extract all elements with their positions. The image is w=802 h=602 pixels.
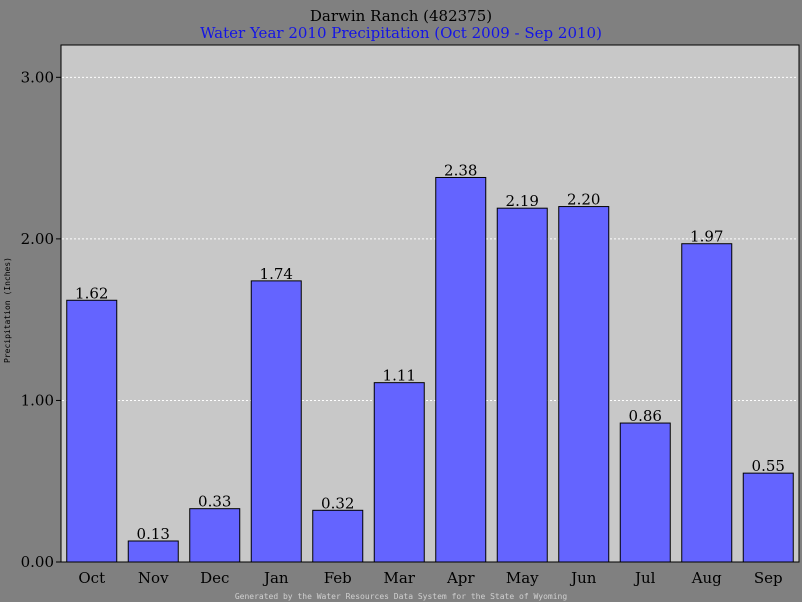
data-label-apr: 2.38 bbox=[444, 161, 477, 179]
label-layer: 1.62 Oct 0.13 Nov 0.33 Dec 1.74 Jan 0.32 Feb 1.11 M… bbox=[75, 161, 785, 587]
data-label-aug: 1.97 bbox=[690, 228, 723, 246]
data-label-nov: 0.13 bbox=[137, 525, 170, 543]
x-tick-label-mar: Mar bbox=[384, 569, 416, 587]
x-tick-label-sep: Sep bbox=[754, 569, 783, 587]
data-label-dec: 0.33 bbox=[198, 493, 231, 511]
data-label-feb: 0.32 bbox=[321, 494, 354, 512]
bar-jun bbox=[558, 206, 610, 563]
x-tick-label-jun: Jun bbox=[569, 569, 597, 587]
bar-oct bbox=[66, 299, 118, 563]
plot-area bbox=[60, 44, 800, 563]
data-label-jan: 1.74 bbox=[260, 265, 293, 283]
y-tick-label: 1.00 bbox=[21, 391, 54, 409]
x-tick-label-aug: Aug bbox=[691, 569, 722, 587]
bar-may bbox=[496, 207, 548, 563]
data-label-oct: 1.62 bbox=[75, 284, 108, 302]
y-tick-label: 2.00 bbox=[21, 230, 54, 248]
x-tick-label-apr: Apr bbox=[446, 569, 475, 587]
bar-feb bbox=[312, 509, 364, 563]
y-tick-label: 3.00 bbox=[21, 68, 54, 86]
chart-subtitle: Water Year 2010 Precipitation (Oct 2009 … bbox=[200, 24, 602, 42]
bar-aug bbox=[681, 243, 733, 563]
bar-apr bbox=[435, 176, 487, 563]
bar-dec bbox=[189, 508, 241, 563]
x-tick-label-nov: Nov bbox=[138, 569, 169, 587]
bar-jul bbox=[619, 422, 671, 563]
y-axis-label: Precipitation (Inches) bbox=[3, 257, 12, 363]
data-label-jul: 0.86 bbox=[629, 407, 662, 425]
footer-credit: Generated by the Water Resources Data Sy… bbox=[235, 592, 568, 601]
x-tick-label-feb: Feb bbox=[324, 569, 352, 587]
bar-nov bbox=[127, 540, 179, 563]
chart-title: Darwin Ranch (482375) bbox=[310, 7, 492, 25]
x-tick-label-jul: Jul bbox=[633, 569, 656, 587]
data-label-may: 2.19 bbox=[506, 192, 539, 210]
grid-layer bbox=[62, 76, 798, 401]
x-tick-label-may: May bbox=[506, 569, 539, 587]
x-tick-label-dec: Dec bbox=[200, 569, 229, 587]
data-label-sep: 0.55 bbox=[752, 457, 785, 475]
x-tick-label-oct: Oct bbox=[78, 569, 105, 587]
y-tick-label: 0.00 bbox=[21, 553, 54, 571]
bar-layer bbox=[66, 176, 794, 563]
data-label-mar: 1.11 bbox=[383, 367, 416, 385]
bar-mar bbox=[373, 382, 425, 563]
bar-sep bbox=[742, 472, 794, 563]
x-tick-label-jan: Jan bbox=[262, 569, 289, 587]
data-label-jun: 2.20 bbox=[567, 191, 600, 209]
bar-jan bbox=[250, 280, 302, 563]
axis-layer: 0.00 1.00 2.00 3.00 bbox=[21, 68, 61, 571]
